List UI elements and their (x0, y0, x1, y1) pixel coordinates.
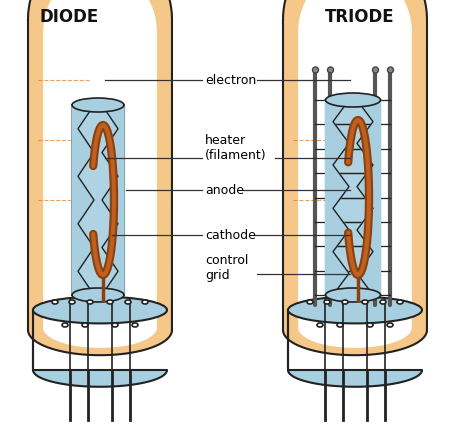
Ellipse shape (62, 323, 68, 327)
Polygon shape (298, 0, 410, 347)
Polygon shape (33, 310, 167, 387)
Ellipse shape (72, 288, 124, 302)
Ellipse shape (142, 300, 148, 304)
Ellipse shape (361, 300, 367, 304)
Ellipse shape (87, 300, 93, 304)
Ellipse shape (112, 323, 118, 327)
Ellipse shape (341, 300, 347, 304)
Ellipse shape (82, 323, 88, 327)
Polygon shape (325, 100, 380, 295)
Polygon shape (356, 100, 380, 295)
Ellipse shape (327, 67, 333, 73)
Ellipse shape (379, 300, 385, 304)
Ellipse shape (372, 67, 378, 73)
Ellipse shape (306, 300, 312, 304)
Ellipse shape (69, 300, 75, 304)
Ellipse shape (316, 323, 322, 327)
Polygon shape (102, 105, 124, 295)
Polygon shape (44, 0, 156, 347)
Text: electron: electron (205, 73, 256, 86)
Ellipse shape (52, 300, 58, 304)
Ellipse shape (323, 300, 329, 304)
Ellipse shape (107, 300, 113, 304)
Ellipse shape (125, 300, 131, 304)
Ellipse shape (386, 67, 392, 73)
Text: TRIODE: TRIODE (325, 8, 394, 26)
Polygon shape (28, 0, 172, 355)
Ellipse shape (72, 98, 124, 112)
Text: DIODE: DIODE (40, 8, 99, 26)
Ellipse shape (312, 67, 318, 73)
Polygon shape (72, 105, 124, 295)
Text: heater
(filament): heater (filament) (205, 134, 266, 162)
Polygon shape (325, 100, 348, 295)
Ellipse shape (325, 288, 380, 302)
Polygon shape (282, 0, 426, 355)
Ellipse shape (336, 323, 342, 327)
Ellipse shape (396, 300, 402, 304)
Ellipse shape (366, 323, 372, 327)
Polygon shape (72, 105, 94, 295)
Text: anode: anode (205, 184, 243, 197)
Ellipse shape (325, 93, 380, 107)
Ellipse shape (386, 323, 392, 327)
Text: control
grid: control grid (205, 254, 248, 282)
Text: cathode: cathode (205, 228, 255, 241)
Ellipse shape (132, 323, 138, 327)
Polygon shape (287, 310, 421, 387)
Ellipse shape (33, 297, 167, 323)
Ellipse shape (287, 297, 421, 323)
